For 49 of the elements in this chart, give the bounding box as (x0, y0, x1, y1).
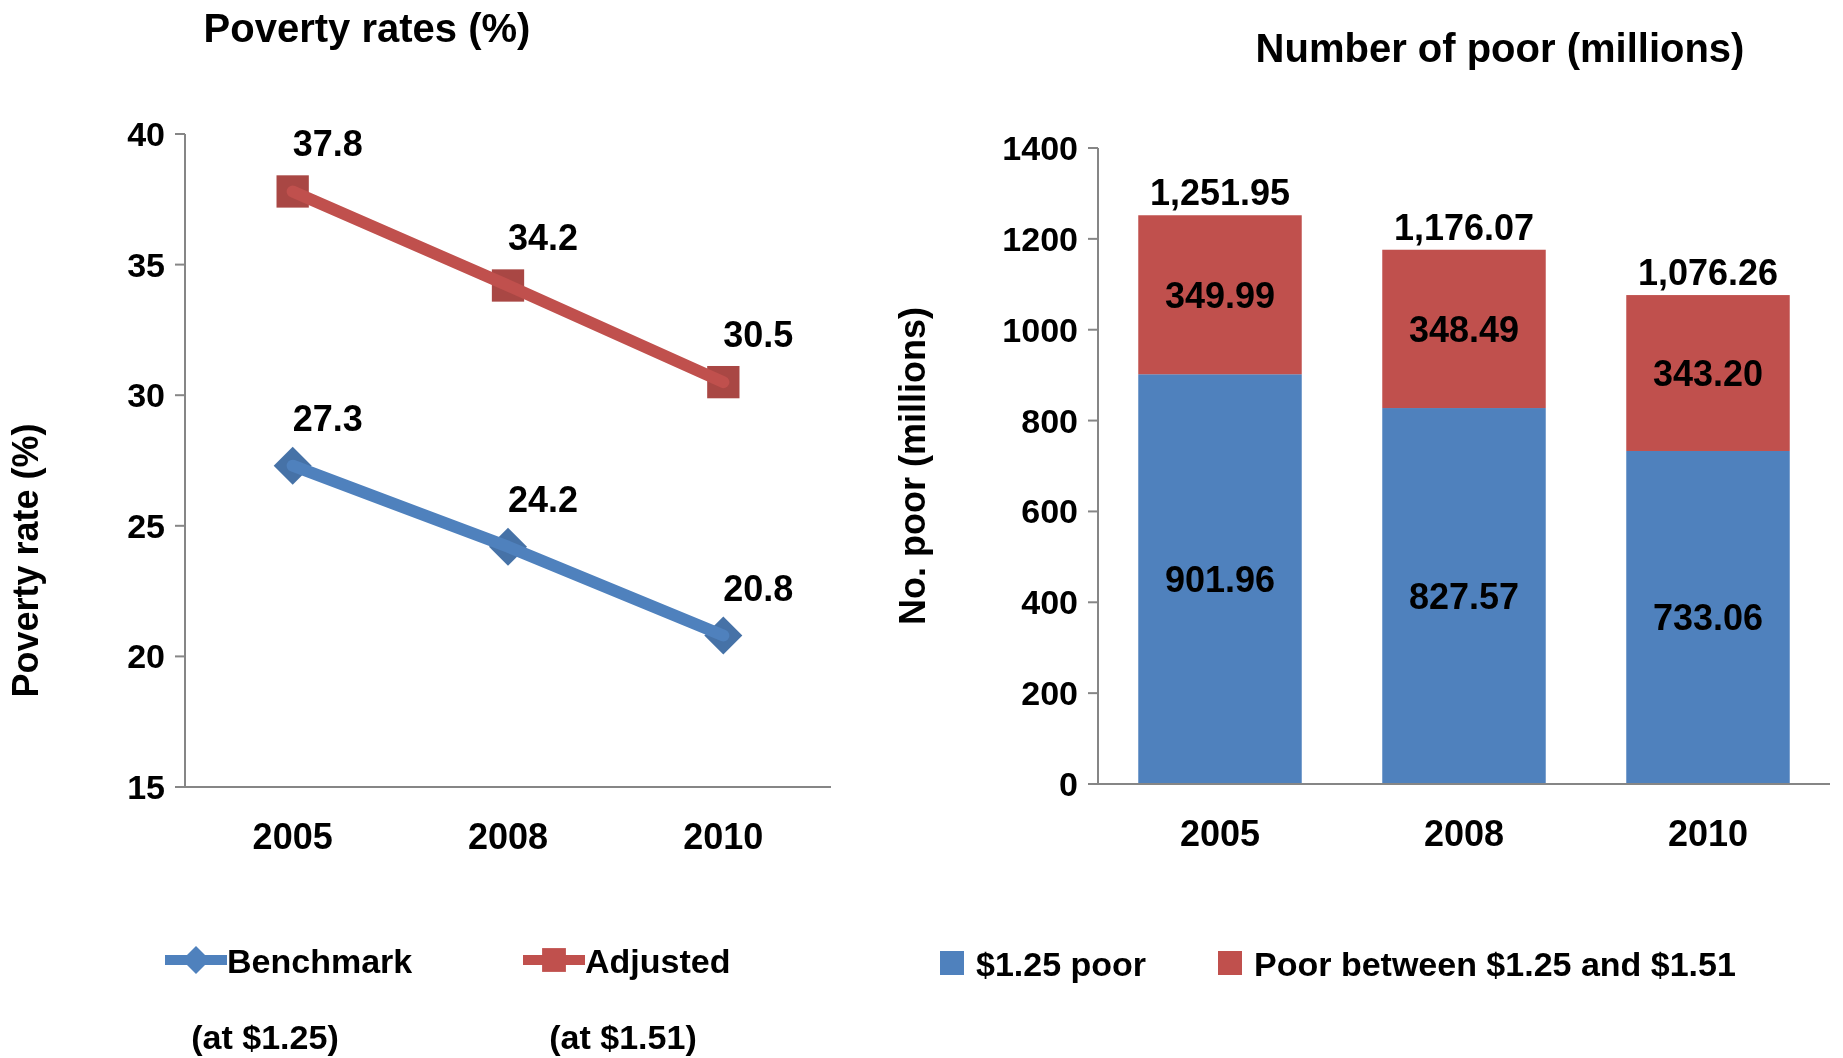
y-tick-label: 1000 (1002, 310, 1078, 349)
data-label: 27.3 (292, 397, 363, 439)
legend-label: $1.25 poor (976, 945, 1147, 983)
y-axis-title: No. poor (millions) (892, 307, 933, 625)
x-tick-label: 2008 (467, 816, 549, 857)
x-tick-label: 2005 (1179, 813, 1261, 854)
y-tick-label: 35 (127, 245, 165, 284)
x-tick-label: 2010 (683, 816, 764, 857)
bar (1382, 249, 1546, 409)
x-tick-label: 2010 (1667, 813, 1749, 854)
data-label: 349.99 (1164, 274, 1276, 316)
chart-title: Poverty rates (%) (203, 6, 531, 50)
legend-label: Poor between $1.25 and $1.51 (1254, 945, 1736, 983)
data-label: 348.49 (1408, 308, 1520, 350)
x-tick-label: 2005 (252, 816, 333, 857)
y-tick-label: 40 (127, 115, 165, 153)
data-label: 343.20 (1652, 353, 1764, 395)
y-tick-label: 1400 (1002, 129, 1078, 167)
y-tick-label: 800 (1021, 401, 1078, 440)
data-label: 20.8 (723, 567, 794, 609)
data-label: 37.8 (292, 123, 363, 165)
bar (1138, 215, 1302, 375)
total-label: 1,076.26 (1637, 252, 1779, 294)
y-tick-label: 0 (1059, 765, 1078, 803)
y-tick-label: 20 (127, 637, 165, 676)
legend-label: Adjusted (at $1.51) (549, 942, 731, 1056)
bar (1382, 408, 1546, 784)
bar (1626, 450, 1790, 784)
data-label: 733.06 (1652, 597, 1764, 639)
data-label: 30.5 (723, 314, 794, 356)
data-label: 827.57 (1408, 576, 1520, 618)
legend-label: Benchmark (at $1.25) (191, 942, 413, 1056)
y-tick-label: 30 (127, 376, 165, 415)
total-label: 1,176.07 (1393, 206, 1535, 248)
data-label: 34.2 (507, 217, 579, 259)
y-tick-label: 200 (1021, 674, 1078, 713)
y-axis-title: Poverty rate (%) (5, 423, 46, 698)
data-label: 24.2 (507, 478, 579, 520)
total-label: 1,251.95 (1149, 172, 1291, 214)
y-tick-label: 600 (1021, 492, 1078, 531)
bar (1138, 374, 1302, 784)
y-tick-label: 15 (127, 768, 165, 806)
bar (1626, 295, 1790, 451)
y-tick-label: 400 (1021, 583, 1078, 622)
data-label: 901.96 (1164, 559, 1276, 601)
y-tick-label: 1200 (1002, 219, 1078, 258)
x-tick-label: 2008 (1423, 813, 1505, 854)
chart-title: Number of poor (millions) (1255, 26, 1745, 70)
y-tick-label: 25 (127, 506, 165, 545)
